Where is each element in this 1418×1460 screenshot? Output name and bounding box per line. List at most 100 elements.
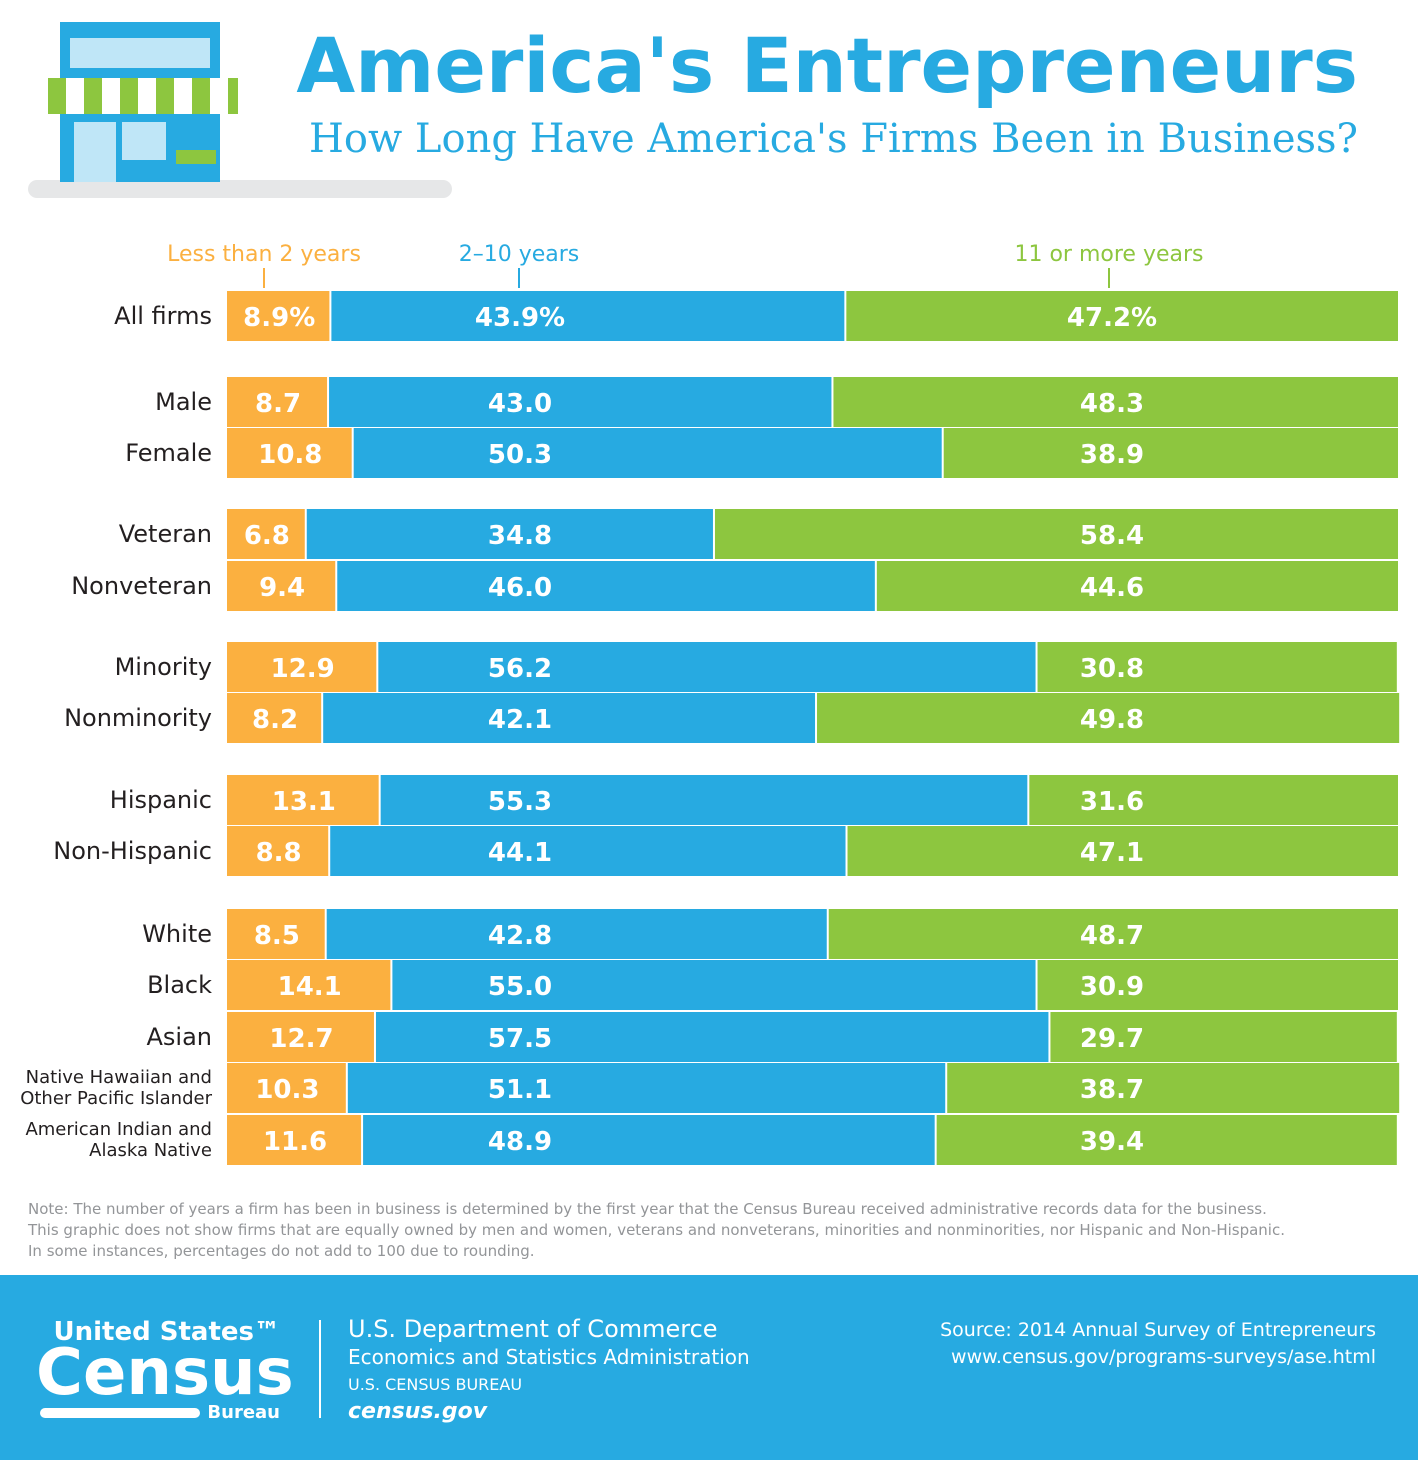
bar-segment (227, 960, 391, 1010)
website: census.gov (348, 1399, 488, 1424)
value-label: 56.2 (488, 654, 552, 684)
value-label: 11.6 (263, 1127, 327, 1157)
category-label: Male (155, 388, 212, 416)
value-label: 51.1 (488, 1075, 552, 1105)
bar-segment (227, 1063, 346, 1113)
bar-segment (876, 561, 1398, 611)
bar-segment (828, 909, 1398, 959)
value-label: 12.9 (271, 654, 335, 684)
value-label: 42.1 (488, 705, 552, 735)
value-label: 13.1 (272, 787, 336, 817)
bar-segment (380, 775, 1028, 825)
bar-segment (392, 960, 1036, 1010)
category-label: Veteran (118, 520, 212, 548)
legend-label: 2–10 years (459, 242, 580, 267)
value-label: 30.8 (1080, 654, 1144, 684)
bar-segment (227, 642, 377, 692)
bar-segment (1037, 960, 1398, 1010)
bar-segment (375, 1012, 1049, 1062)
value-label: 8.8 (256, 838, 302, 868)
legend-label: Less than 2 years (167, 242, 361, 267)
bar-segment (306, 509, 713, 559)
note-line: Note: The number of years a firm has bee… (28, 1200, 1267, 1218)
bar-segment (227, 775, 379, 825)
bar-segment (943, 428, 1398, 478)
bar-segment (846, 291, 1398, 341)
bar-segment (227, 909, 325, 959)
value-label: 8.9% (243, 303, 315, 333)
bar-segment (714, 509, 1398, 559)
value-label: 8.5 (254, 921, 300, 951)
bar-segment (347, 1063, 946, 1113)
value-label: 8.2 (252, 705, 298, 735)
value-label: 38.9 (1080, 440, 1144, 470)
bar-segment (817, 693, 1400, 743)
store-icon (28, 22, 452, 198)
value-label: 31.6 (1080, 787, 1144, 817)
value-label: 10.8 (258, 440, 322, 470)
bar-segment (936, 1115, 1397, 1165)
value-label: 47.2% (1067, 303, 1157, 333)
value-label: 48.3 (1080, 389, 1144, 419)
logo-main: Census (36, 1336, 294, 1410)
value-label: 50.3 (488, 440, 552, 470)
bar-segment (326, 909, 827, 959)
bar-segment (323, 693, 816, 743)
value-label: 44.6 (1080, 573, 1144, 603)
administration: Economics and Statistics Administration (348, 1345, 750, 1369)
bar-segment (329, 377, 832, 427)
value-label: 44.1 (488, 838, 552, 868)
note-line: This graphic does not show firms that ar… (27, 1221, 1285, 1239)
department: U.S. Department of Commerce (348, 1315, 718, 1343)
bar-segment (227, 509, 305, 559)
bar-segment (363, 1115, 935, 1165)
bar-segment (337, 561, 875, 611)
bar-segment (227, 826, 329, 876)
value-label: 30.9 (1080, 972, 1144, 1002)
value-label: 12.7 (269, 1024, 333, 1054)
bar-segment (847, 826, 1398, 876)
bar-segment (1029, 775, 1398, 825)
category-label: Minority (114, 653, 212, 681)
value-label: 49.8 (1080, 705, 1144, 735)
value-label: 48.7 (1080, 921, 1144, 951)
category-label: Female (125, 439, 212, 467)
legend-label: 11 or more years (1014, 242, 1203, 267)
bar-segment (227, 428, 352, 478)
bureau: U.S. CENSUS BUREAU (348, 1375, 522, 1394)
bar-segment (330, 826, 846, 876)
bar-segment (378, 642, 1036, 692)
bar-segment (947, 1063, 1400, 1113)
bar-segment (1037, 642, 1397, 692)
logo-top: United States™ (54, 1317, 281, 1347)
value-label: 47.1 (1080, 838, 1144, 868)
value-label: 39.4 (1080, 1127, 1144, 1157)
bar-segment (227, 291, 330, 341)
category-label: Nonveteran (71, 572, 212, 600)
source: Source: 2014 Annual Survey of Entreprene… (940, 1319, 1376, 1341)
value-label: 48.9 (488, 1127, 552, 1157)
footer-band (0, 1275, 1418, 1460)
value-label: 9.4 (259, 573, 305, 603)
logo-underline (40, 1408, 200, 1418)
category-label: Hispanic (109, 786, 212, 814)
bar-segment (227, 1115, 362, 1165)
logo-bottom: Bureau (207, 1402, 280, 1423)
value-label: 10.3 (255, 1075, 319, 1105)
bar-segment (331, 291, 845, 341)
value-label: 6.8 (244, 521, 290, 551)
value-label: 55.0 (488, 972, 552, 1002)
value-label: 57.5 (488, 1024, 552, 1054)
value-label: 43.0 (488, 389, 552, 419)
chart-subtitle: How Long Have America's Firms Been in Bu… (309, 116, 1358, 162)
source-url: www.census.gov/programs-surveys/ase.html (951, 1346, 1376, 1368)
value-label: 43.9% (475, 303, 565, 333)
bar-segment (833, 377, 1398, 427)
note-line: In some instances, percentages do not ad… (28, 1242, 535, 1260)
bar-segment (227, 1012, 374, 1062)
value-label: 46.0 (488, 573, 552, 603)
value-label: 38.7 (1080, 1075, 1144, 1105)
bar-segment (227, 377, 328, 427)
